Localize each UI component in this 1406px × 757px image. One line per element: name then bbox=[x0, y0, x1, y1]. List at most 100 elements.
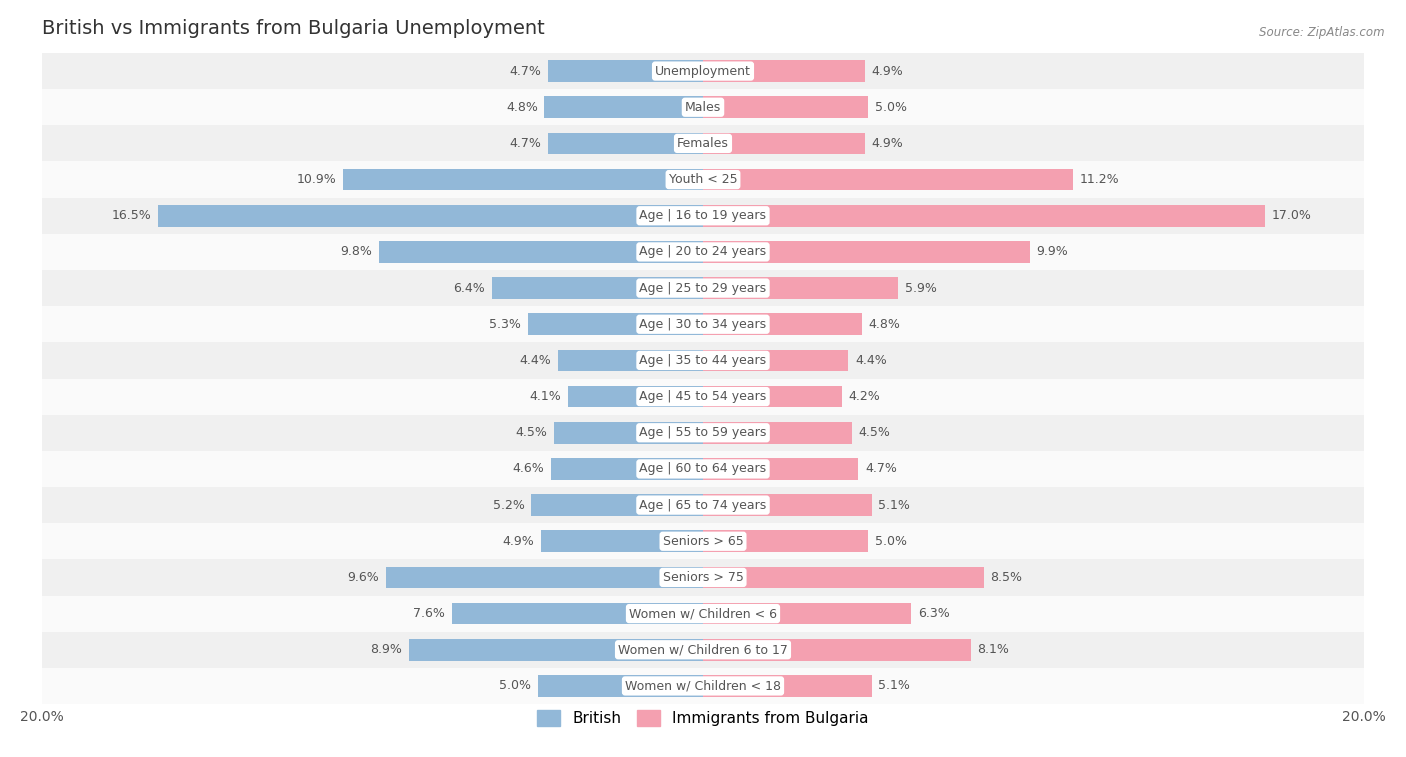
Text: 4.6%: 4.6% bbox=[513, 463, 544, 475]
Legend: British, Immigrants from Bulgaria: British, Immigrants from Bulgaria bbox=[531, 704, 875, 732]
Bar bbox=[703, 96, 868, 118]
Text: 7.6%: 7.6% bbox=[413, 607, 446, 620]
Bar bbox=[703, 169, 1073, 191]
Text: 4.9%: 4.9% bbox=[503, 534, 534, 548]
Bar bbox=[42, 234, 1364, 270]
Text: Age | 20 to 24 years: Age | 20 to 24 years bbox=[640, 245, 766, 258]
Text: 4.2%: 4.2% bbox=[848, 390, 880, 403]
Text: Age | 35 to 44 years: Age | 35 to 44 years bbox=[640, 354, 766, 367]
Text: 9.8%: 9.8% bbox=[340, 245, 373, 258]
Bar bbox=[703, 603, 911, 625]
Text: Source: ZipAtlas.com: Source: ZipAtlas.com bbox=[1260, 26, 1385, 39]
Text: Women w/ Children < 18: Women w/ Children < 18 bbox=[626, 680, 780, 693]
Bar bbox=[531, 494, 703, 516]
Bar bbox=[42, 451, 1364, 487]
Bar bbox=[42, 342, 1364, 378]
Text: Seniors > 65: Seniors > 65 bbox=[662, 534, 744, 548]
Bar bbox=[703, 277, 898, 299]
Bar bbox=[380, 241, 703, 263]
Bar bbox=[537, 675, 703, 696]
Text: Age | 25 to 29 years: Age | 25 to 29 years bbox=[640, 282, 766, 294]
Bar bbox=[568, 386, 703, 407]
Text: 4.7%: 4.7% bbox=[509, 137, 541, 150]
Bar bbox=[558, 350, 703, 371]
Bar bbox=[703, 313, 862, 335]
Text: 6.4%: 6.4% bbox=[453, 282, 485, 294]
Text: 5.0%: 5.0% bbox=[875, 101, 907, 114]
Text: 6.3%: 6.3% bbox=[918, 607, 949, 620]
Text: 4.4%: 4.4% bbox=[855, 354, 887, 367]
Text: Age | 65 to 74 years: Age | 65 to 74 years bbox=[640, 499, 766, 512]
Text: 4.7%: 4.7% bbox=[509, 64, 541, 77]
Text: Age | 55 to 59 years: Age | 55 to 59 years bbox=[640, 426, 766, 439]
Text: 5.1%: 5.1% bbox=[879, 499, 910, 512]
Text: 8.9%: 8.9% bbox=[370, 643, 402, 656]
Bar bbox=[703, 458, 858, 480]
Bar bbox=[42, 596, 1364, 631]
Text: 4.5%: 4.5% bbox=[858, 426, 890, 439]
Bar bbox=[703, 531, 868, 552]
Bar bbox=[42, 270, 1364, 306]
Bar bbox=[42, 631, 1364, 668]
Bar bbox=[42, 126, 1364, 161]
Bar bbox=[385, 566, 703, 588]
Bar bbox=[42, 668, 1364, 704]
Bar bbox=[703, 386, 842, 407]
Text: Females: Females bbox=[678, 137, 728, 150]
Bar bbox=[42, 53, 1364, 89]
Text: Age | 45 to 54 years: Age | 45 to 54 years bbox=[640, 390, 766, 403]
Bar bbox=[42, 161, 1364, 198]
Text: 5.0%: 5.0% bbox=[499, 680, 531, 693]
Bar bbox=[703, 241, 1031, 263]
Text: 4.9%: 4.9% bbox=[872, 137, 903, 150]
Bar bbox=[703, 132, 865, 154]
Bar bbox=[42, 378, 1364, 415]
Bar bbox=[409, 639, 703, 661]
Text: 4.8%: 4.8% bbox=[506, 101, 537, 114]
Text: 11.2%: 11.2% bbox=[1080, 173, 1119, 186]
Text: 16.5%: 16.5% bbox=[111, 209, 152, 223]
Text: Unemployment: Unemployment bbox=[655, 64, 751, 77]
Text: Women w/ Children 6 to 17: Women w/ Children 6 to 17 bbox=[619, 643, 787, 656]
Text: British vs Immigrants from Bulgaria Unemployment: British vs Immigrants from Bulgaria Unem… bbox=[42, 18, 546, 38]
Bar bbox=[42, 198, 1364, 234]
Text: Youth < 25: Youth < 25 bbox=[669, 173, 737, 186]
Text: 4.7%: 4.7% bbox=[865, 463, 897, 475]
Bar bbox=[554, 422, 703, 444]
Text: Women w/ Children < 6: Women w/ Children < 6 bbox=[628, 607, 778, 620]
Bar bbox=[42, 89, 1364, 126]
Text: Age | 30 to 34 years: Age | 30 to 34 years bbox=[640, 318, 766, 331]
Text: 8.1%: 8.1% bbox=[977, 643, 1010, 656]
Text: Age | 60 to 64 years: Age | 60 to 64 years bbox=[640, 463, 766, 475]
Bar bbox=[541, 531, 703, 552]
Text: 5.9%: 5.9% bbox=[904, 282, 936, 294]
Bar bbox=[42, 306, 1364, 342]
Bar bbox=[42, 415, 1364, 451]
Bar bbox=[703, 494, 872, 516]
Text: 5.0%: 5.0% bbox=[875, 534, 907, 548]
Bar bbox=[451, 603, 703, 625]
Bar bbox=[703, 675, 872, 696]
Text: 5.3%: 5.3% bbox=[489, 318, 522, 331]
Bar bbox=[157, 205, 703, 226]
Text: 4.8%: 4.8% bbox=[868, 318, 900, 331]
Text: Age | 16 to 19 years: Age | 16 to 19 years bbox=[640, 209, 766, 223]
Bar bbox=[551, 458, 703, 480]
Bar bbox=[548, 61, 703, 82]
Bar bbox=[42, 559, 1364, 596]
Text: 8.5%: 8.5% bbox=[990, 571, 1022, 584]
Text: 4.9%: 4.9% bbox=[872, 64, 903, 77]
Text: 9.6%: 9.6% bbox=[347, 571, 380, 584]
Text: 17.0%: 17.0% bbox=[1271, 209, 1312, 223]
Text: 4.4%: 4.4% bbox=[519, 354, 551, 367]
Text: 5.1%: 5.1% bbox=[879, 680, 910, 693]
Bar bbox=[703, 205, 1264, 226]
Bar bbox=[703, 422, 852, 444]
Text: Males: Males bbox=[685, 101, 721, 114]
Text: 5.2%: 5.2% bbox=[492, 499, 524, 512]
Bar bbox=[42, 487, 1364, 523]
Bar bbox=[527, 313, 703, 335]
Bar bbox=[703, 566, 984, 588]
Text: Seniors > 75: Seniors > 75 bbox=[662, 571, 744, 584]
Bar bbox=[544, 96, 703, 118]
